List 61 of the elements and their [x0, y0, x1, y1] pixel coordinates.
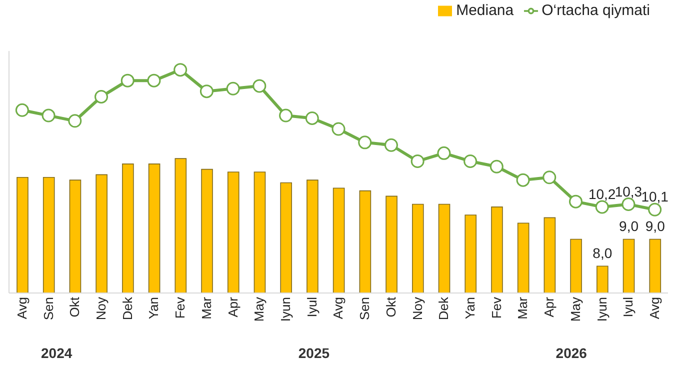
x-tick-label: Noy [93, 296, 108, 320]
point [384, 138, 398, 152]
x-tick-label: Fev [172, 296, 188, 319]
point [15, 103, 29, 117]
x-tick-label: Iyun [278, 297, 294, 322]
x-tick-label: Avg [647, 297, 662, 320]
point [332, 122, 346, 136]
x-tick-label: Yan [462, 297, 478, 320]
point [358, 136, 372, 150]
point [305, 111, 319, 125]
x-tick-label: Yan [146, 297, 162, 320]
point [252, 79, 266, 93]
point [200, 84, 214, 98]
text: 2025 [298, 345, 330, 361]
x-tick-label: Mar [198, 296, 214, 320]
data-label: 10,3 [614, 183, 642, 200]
x-tick-label: Mar [515, 296, 530, 320]
point [226, 82, 240, 96]
point [42, 108, 56, 122]
x-tick-label: Okt [67, 296, 82, 318]
point [490, 160, 504, 174]
x-tick-label: Apr [542, 296, 557, 318]
point [542, 170, 556, 184]
text: 2026 [556, 345, 587, 361]
point [410, 154, 424, 168]
point [648, 202, 662, 216]
x-tick-label: Noy [410, 296, 425, 320]
x-tick-label: Fev [488, 296, 504, 319]
data-label: 10,2 [588, 186, 616, 202]
text: 2024 [41, 345, 72, 361]
x-tick-label: Iyul [620, 296, 636, 318]
x-tick-label: May [568, 296, 583, 322]
point [94, 90, 108, 104]
x-tick-label: Dek [436, 296, 452, 320]
x-tick-label: Sen [40, 297, 56, 320]
x-tick-label: May [252, 296, 267, 322]
point [464, 154, 478, 168]
point [437, 146, 451, 160]
point [147, 74, 161, 88]
point [279, 108, 293, 122]
point [622, 198, 636, 212]
data-label: 9,0 [645, 218, 666, 234]
x-tick-label: Iyul [304, 296, 320, 318]
point [516, 173, 530, 187]
legend-label: O‘rtacha qiymati [542, 2, 650, 19]
point [68, 114, 82, 128]
data-label: 9,0 [619, 218, 639, 234]
x-tick-label: Okt [383, 296, 398, 318]
legend-label: Mediana [456, 2, 514, 19]
data-label: 10,1 [641, 188, 669, 205]
x-tick-label: Iyun [594, 297, 610, 322]
x-tick-label: Avg [14, 297, 30, 320]
x-tick-label: Dek [120, 296, 135, 320]
x-tick-label: Avg [330, 297, 346, 320]
point [120, 74, 134, 88]
x-tick-label: Apr [225, 296, 240, 318]
data-label: 8,0 [592, 245, 612, 262]
point [595, 200, 609, 214]
point [568, 194, 582, 208]
x-tick-label: Sen [357, 297, 372, 320]
point [174, 63, 188, 77]
